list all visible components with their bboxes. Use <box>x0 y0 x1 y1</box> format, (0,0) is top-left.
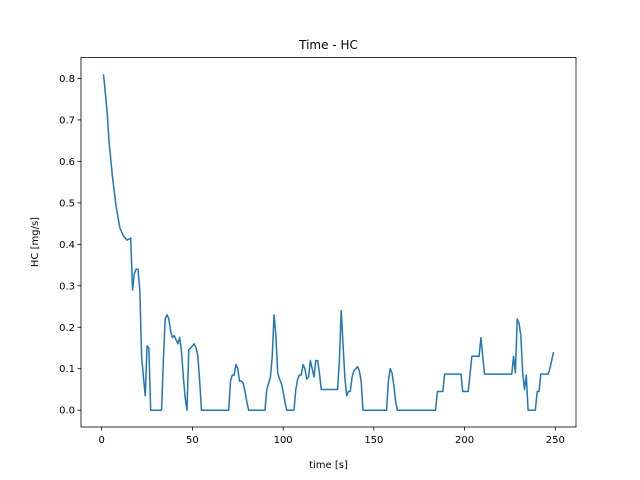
y-tick-label: 0.8 <box>59 74 75 85</box>
data-line <box>102 74 555 411</box>
x-tick-label: 50 <box>186 435 199 446</box>
y-tick-label: 0.2 <box>59 323 75 334</box>
y-tick-label: 0.7 <box>59 115 75 126</box>
plot-frame <box>80 57 577 428</box>
y-tick-label: 0.0 <box>59 406 75 417</box>
y-tick-label: 0.6 <box>59 157 75 168</box>
x-tick-label: 0 <box>98 435 104 446</box>
y-tick-label: 0.1 <box>59 364 75 375</box>
y-tick-label: 0.5 <box>59 198 75 209</box>
y-tick-label: 0.3 <box>59 281 75 292</box>
x-tick-label: 100 <box>274 435 293 446</box>
x-tick-label: 150 <box>364 435 383 446</box>
y-axis-label: HC [mg/s] <box>30 217 41 267</box>
x-axis-label: time [s] <box>309 460 348 471</box>
chart-title: Time - HC <box>298 38 358 52</box>
y-tick-label: 0.4 <box>59 240 75 251</box>
x-tick-label: 250 <box>546 435 565 446</box>
x-tick-label: 200 <box>455 435 474 446</box>
